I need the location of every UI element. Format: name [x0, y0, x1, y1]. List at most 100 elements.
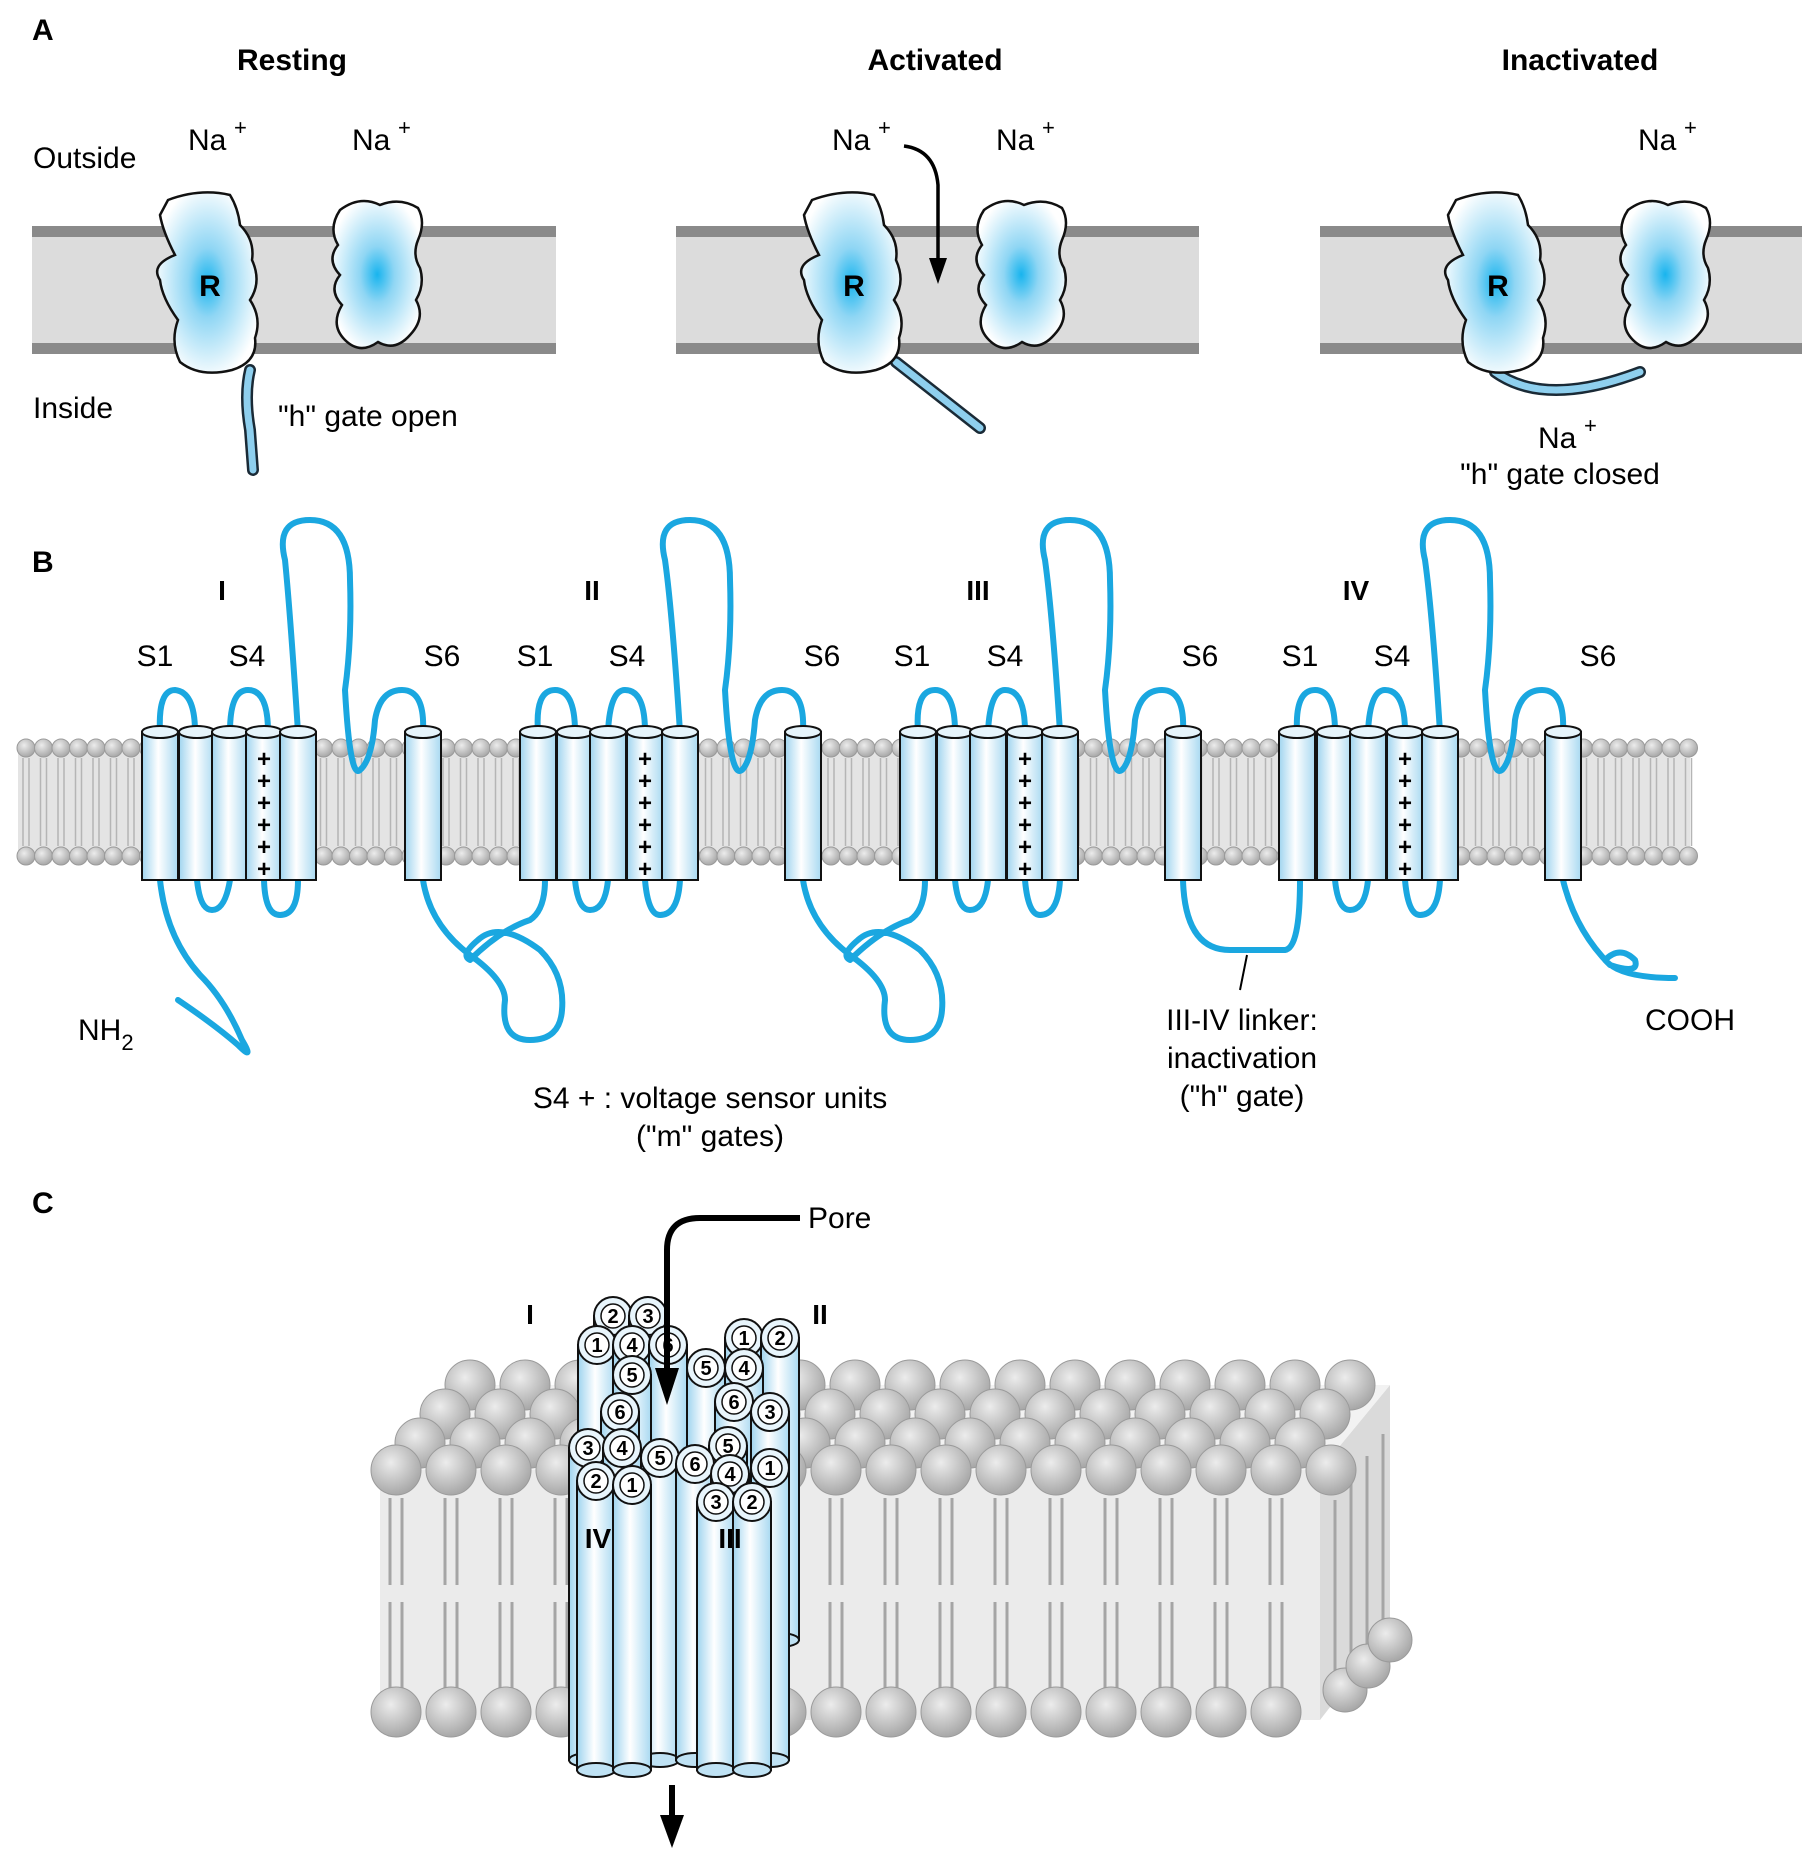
bundle-helix-number: 4: [724, 1464, 736, 1486]
s4-caption-line1: S4 + : voltage sensor units: [533, 1082, 887, 1115]
bundle-helix-number-ring: [583, 1468, 609, 1494]
helix-d2-s6: [784, 725, 822, 881]
helix-d1-s1-body: [141, 731, 179, 881]
bundle-helix-number-ring: [609, 1435, 635, 1461]
lipid-head: [471, 738, 491, 758]
lipid-head: [1521, 738, 1541, 758]
helix-d4-s2-body: [1316, 731, 1354, 881]
lipid-head: [1591, 846, 1611, 866]
lipid-head: [86, 738, 106, 758]
lipid-head: [1521, 846, 1541, 866]
lipid-head: [104, 738, 123, 758]
helix-d1-s6-body: [404, 731, 442, 881]
panel-a: A Resting Activated Inactivated Outside …: [32, 14, 1802, 491]
bundle-helix-number-ring: [717, 1461, 743, 1487]
nh2-subscript: 2: [121, 1030, 133, 1055]
bundle-helix-number: 1: [764, 1458, 775, 1480]
cooh-terminus-label: COOH: [1645, 1004, 1735, 1037]
receptor-label-inactivated: R: [1487, 270, 1509, 303]
bundle-helix-number: 6: [614, 1402, 625, 1424]
helix-d3-s2-cap: [936, 725, 974, 739]
s4-charge: +: [257, 856, 271, 883]
lipid-head: [471, 846, 491, 866]
bundle-helix-number: 3: [582, 1438, 593, 1460]
helix-d2-s2-cap: [556, 725, 594, 739]
nh2-main: NH: [78, 1014, 121, 1047]
helix-d2-s5-cap: [661, 725, 699, 739]
helix-d3-s6-cap: [1164, 725, 1202, 739]
domain-label-i: I: [218, 575, 226, 606]
na-charge-resting-2: +: [398, 115, 411, 140]
s4-charge: +: [257, 790, 271, 817]
helix-d3-s4: ++++++: [1006, 725, 1044, 883]
bundle-helix-number: 4: [626, 1335, 638, 1357]
s4-charge: +: [257, 812, 271, 839]
helix-d4-s2-cap: [1316, 725, 1354, 739]
lipid-head-3d: [1085, 1686, 1137, 1738]
bundle-helix-number: 2: [607, 1306, 618, 1328]
helix-d2-s6-body: [784, 731, 822, 881]
bundle-helix-number: 5: [700, 1358, 711, 1380]
lipid-head: [489, 846, 508, 866]
helix-d2-s5-body: [661, 731, 699, 881]
lipid-head: [1609, 738, 1628, 758]
helix-d1-s1-cap: [141, 725, 179, 739]
s6-label-d3: S6: [1182, 640, 1219, 673]
lipid-head: [734, 846, 753, 866]
membrane-inactivated: [1320, 226, 1802, 354]
domain-label-iii: III: [966, 575, 989, 606]
lipid-head: [384, 846, 403, 866]
inside-label: Inside: [33, 392, 113, 425]
bundle-helix-d4: 1: [612, 1465, 652, 1778]
s4-charge: +: [257, 746, 271, 773]
s4-label-d4: S4: [1374, 640, 1411, 673]
linker-caption-line1: III-IV linker:: [1166, 1004, 1318, 1037]
s4-charge: +: [1018, 834, 1032, 861]
lipid-head: [489, 738, 508, 758]
bundle-helix-number-ring: [739, 1489, 765, 1515]
lipid-head: [1241, 846, 1261, 866]
helix-d3-s4-body: [1006, 731, 1044, 881]
bundle-helix-number: 1: [626, 1475, 637, 1497]
lipid-head-3d: [1250, 1444, 1302, 1496]
lipid-head: [874, 846, 893, 866]
lipid-head-3d: [480, 1444, 532, 1496]
lipid-head: [69, 738, 88, 758]
s4-charge: +: [1018, 856, 1032, 883]
s4-charge: +: [638, 856, 652, 883]
bundle-helix-number-ring: [647, 1445, 673, 1471]
lipid-head: [874, 738, 893, 758]
receptor-label-activated: R: [843, 270, 865, 303]
helix-d2-s2-body: [556, 731, 594, 881]
bundle-helix-number: 3: [642, 1306, 653, 1328]
helix-d4-s5-cap: [1421, 725, 1459, 739]
helix-d4-s6-body: [1544, 731, 1582, 881]
helix-d3-s5: [1041, 725, 1079, 881]
lipid-head-3d: [1140, 1686, 1192, 1738]
bundle-helix-number: 6: [728, 1392, 739, 1414]
bundle-helix-number-ring: [600, 1303, 626, 1329]
s4-charge: +: [638, 768, 652, 795]
na-ion-resting-2: Na: [352, 124, 391, 157]
s4-label-d3: S4: [987, 640, 1024, 673]
protein-right-activated: [975, 199, 1068, 350]
helix-d1-s2-body: [178, 731, 216, 881]
na-charge-activated-1: +: [878, 115, 891, 140]
helix-d3-s6: [1164, 725, 1202, 881]
na-charge-inactivated-out: +: [1684, 115, 1697, 140]
lipid-head: [16, 738, 36, 758]
lipid-head-3d: [975, 1444, 1027, 1496]
helix-d1-s2: [178, 725, 216, 881]
bundle-helix-number: 2: [590, 1471, 601, 1493]
membrane-slab-3d: [370, 1359, 1413, 1738]
bundle-helix-number-ring: [575, 1435, 601, 1461]
lipid-head: [751, 846, 771, 866]
lipid-head: [1136, 738, 1156, 758]
lipid-head: [1644, 738, 1663, 758]
bundle-helix-body: [612, 1484, 652, 1771]
lipid-head: [1259, 846, 1278, 866]
s4-charge: +: [1018, 746, 1032, 773]
